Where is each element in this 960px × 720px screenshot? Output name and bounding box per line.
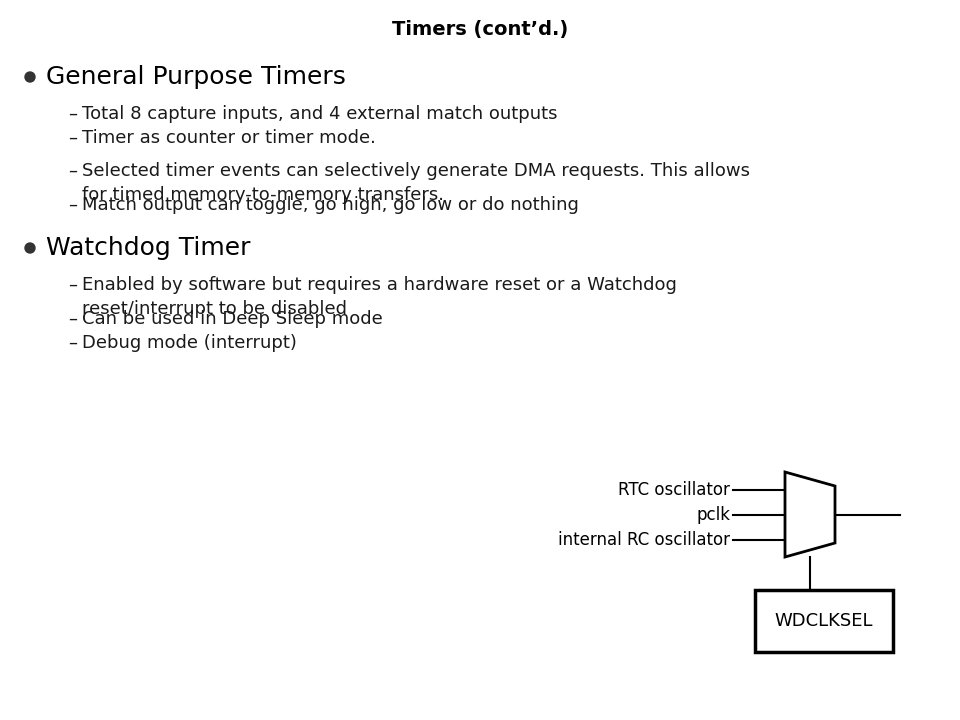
Text: –: – <box>68 162 77 180</box>
Text: Enabled by software but requires a hardware reset or a Watchdog
reset/interrupt : Enabled by software but requires a hardw… <box>82 276 677 318</box>
Circle shape <box>25 243 35 253</box>
Text: pclk: pclk <box>696 506 730 524</box>
Text: Can be used in Deep Sleep mode: Can be used in Deep Sleep mode <box>82 310 383 328</box>
Text: WDCLKSEL: WDCLKSEL <box>775 612 874 630</box>
Text: Match output can toggle, go high, go low or do nothing: Match output can toggle, go high, go low… <box>82 196 579 214</box>
Text: –: – <box>68 334 77 352</box>
Text: Total 8 capture inputs, and 4 external match outputs: Total 8 capture inputs, and 4 external m… <box>82 105 558 123</box>
Text: –: – <box>68 105 77 123</box>
Text: RTC oscillator: RTC oscillator <box>618 481 730 499</box>
Text: internal RC oscillator: internal RC oscillator <box>558 531 730 549</box>
Text: –: – <box>68 196 77 214</box>
Circle shape <box>25 72 35 82</box>
Text: Debug mode (interrupt): Debug mode (interrupt) <box>82 334 297 352</box>
Text: Selected timer events can selectively generate DMA requests. This allows
for tim: Selected timer events can selectively ge… <box>82 162 750 204</box>
Text: Timer as counter or timer mode.: Timer as counter or timer mode. <box>82 129 376 147</box>
Polygon shape <box>785 472 835 557</box>
Text: Timers (cont’d.): Timers (cont’d.) <box>392 20 568 39</box>
Text: –: – <box>68 276 77 294</box>
Text: Watchdog Timer: Watchdog Timer <box>46 236 251 260</box>
Text: –: – <box>68 129 77 147</box>
Text: –: – <box>68 310 77 328</box>
Bar <box>755 590 893 652</box>
Text: General Purpose Timers: General Purpose Timers <box>46 65 346 89</box>
